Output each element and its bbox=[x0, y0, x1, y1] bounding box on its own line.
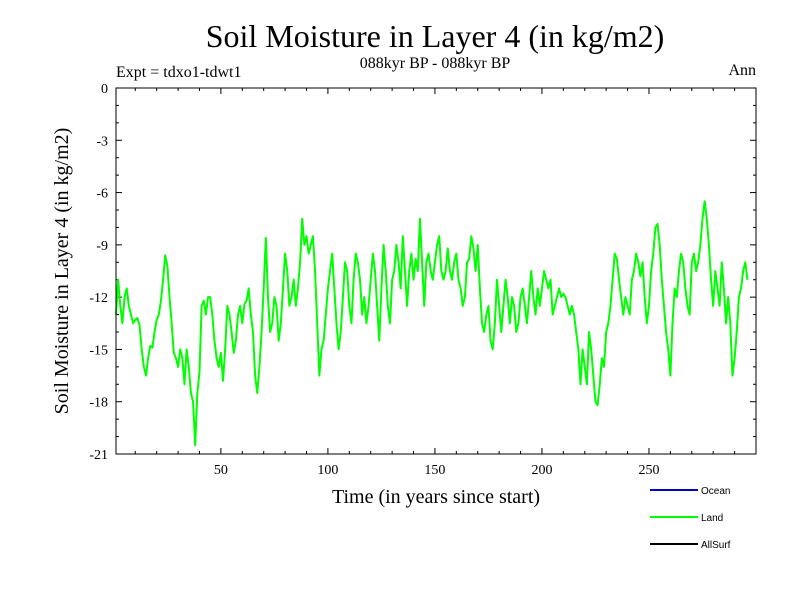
series-line-land bbox=[115, 200, 749, 447]
x-tick-label: 100 bbox=[317, 463, 338, 478]
period-label: Ann bbox=[728, 62, 756, 79]
y-axis-ticks: 0 -3 -6 -9 -12 -15 -18 -21 bbox=[89, 82, 756, 463]
y-tick-label: -15 bbox=[89, 343, 108, 358]
y-tick-label: -12 bbox=[89, 291, 108, 306]
legend-label: Ocean bbox=[701, 486, 730, 497]
y-tick-label: -3 bbox=[96, 134, 108, 149]
chart-title: Soil Moisture in Layer 4 (in kg/m2) bbox=[206, 18, 665, 54]
y-tick-label: -6 bbox=[96, 187, 108, 202]
x-tick-label: 250 bbox=[638, 463, 659, 478]
x-tick-label: 200 bbox=[531, 463, 552, 478]
y-tick-label: -9 bbox=[96, 239, 108, 254]
chart-subtitle: 088kyr BP - 088kyr BP bbox=[360, 55, 511, 72]
experiment-label: Expt = tdxo1-tdwt1 bbox=[116, 64, 241, 81]
legend-label: AllSurf bbox=[701, 540, 731, 551]
legend-label: Land bbox=[701, 513, 723, 524]
x-axis-label: Time (in years since start) bbox=[332, 486, 540, 508]
y-tick-label: 0 bbox=[101, 82, 108, 97]
y-tick-label: -21 bbox=[89, 448, 108, 463]
series-layer bbox=[115, 200, 749, 447]
x-tick-label: 150 bbox=[424, 463, 445, 478]
legend: Ocean Land AllSurf bbox=[650, 486, 731, 551]
x-tick-label: 50 bbox=[214, 463, 228, 478]
plot-area-frame bbox=[115, 87, 757, 455]
y-axis-label: Soil Moisture in Layer 4 (in kg/m2) bbox=[51, 128, 73, 415]
y-tick-label: -18 bbox=[89, 396, 108, 411]
